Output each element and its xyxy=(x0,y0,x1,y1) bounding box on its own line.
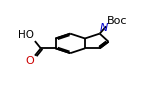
Text: HO: HO xyxy=(18,30,34,40)
Text: N: N xyxy=(100,23,108,33)
Text: Boc: Boc xyxy=(107,16,128,26)
Text: O: O xyxy=(26,56,34,66)
